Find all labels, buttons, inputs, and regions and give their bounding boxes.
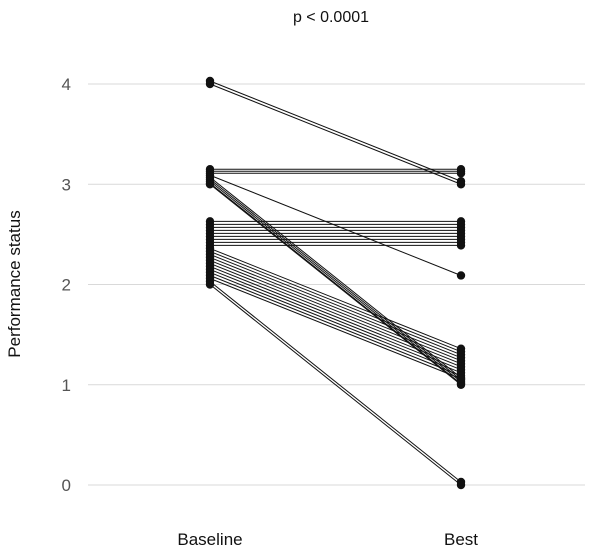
- pair-line-26: [209, 265, 462, 368]
- pair-line-10: [209, 183, 462, 386]
- pair-line-30: [209, 278, 462, 380]
- pair-line-29: [209, 275, 462, 377]
- pair-line-20: [209, 247, 462, 350]
- pair-line-5: [209, 174, 462, 276]
- pair-line-22: [209, 253, 462, 356]
- x-category-label-baseline: Baseline: [177, 530, 242, 549]
- pair-line-25: [209, 262, 462, 365]
- pair-line-7: [209, 178, 462, 381]
- y-tick-label-0: 0: [62, 476, 71, 495]
- y-tick-label-1: 1: [62, 376, 71, 395]
- pair-line-24: [209, 259, 462, 362]
- x-category-label-best: Best: [444, 530, 478, 549]
- pair-line-8: [209, 180, 462, 383]
- y-tick-label-4: 4: [62, 75, 71, 94]
- baseline-point-10: [205, 180, 215, 189]
- best-point-1: [456, 180, 466, 189]
- pair-line-0: [209, 80, 462, 182]
- best-point-4: [456, 169, 466, 178]
- pair-line-21: [209, 250, 462, 353]
- data-points: [205, 76, 466, 490]
- chart-title: p < 0.0001: [293, 9, 369, 26]
- pair-line-32: [209, 284, 462, 486]
- pair-line-31: [209, 281, 462, 483]
- pair-line-23: [209, 256, 462, 359]
- y-tick-label-3: 3: [62, 175, 71, 194]
- y-tick-label-2: 2: [62, 276, 71, 295]
- paired-lines: [209, 80, 462, 486]
- pair-line-6: [209, 176, 462, 379]
- baseline-point-1: [205, 79, 215, 89]
- baseline-point-32: [205, 280, 215, 289]
- best-point-10: [456, 380, 466, 389]
- best-point-32: [456, 480, 466, 490]
- x-category-labels: Baseline Best: [177, 530, 478, 549]
- y-tick-labels: 0 1 2 3 4: [62, 75, 71, 495]
- best-point-19: [456, 241, 466, 250]
- pair-line-27: [209, 268, 462, 371]
- pair-line-28: [209, 272, 462, 374]
- pair-line-1: [209, 83, 462, 185]
- best-point-5: [456, 271, 466, 280]
- y-axis-title: Performance status: [5, 210, 24, 357]
- pair-line-9: [209, 182, 462, 385]
- best-point-30: [456, 374, 466, 383]
